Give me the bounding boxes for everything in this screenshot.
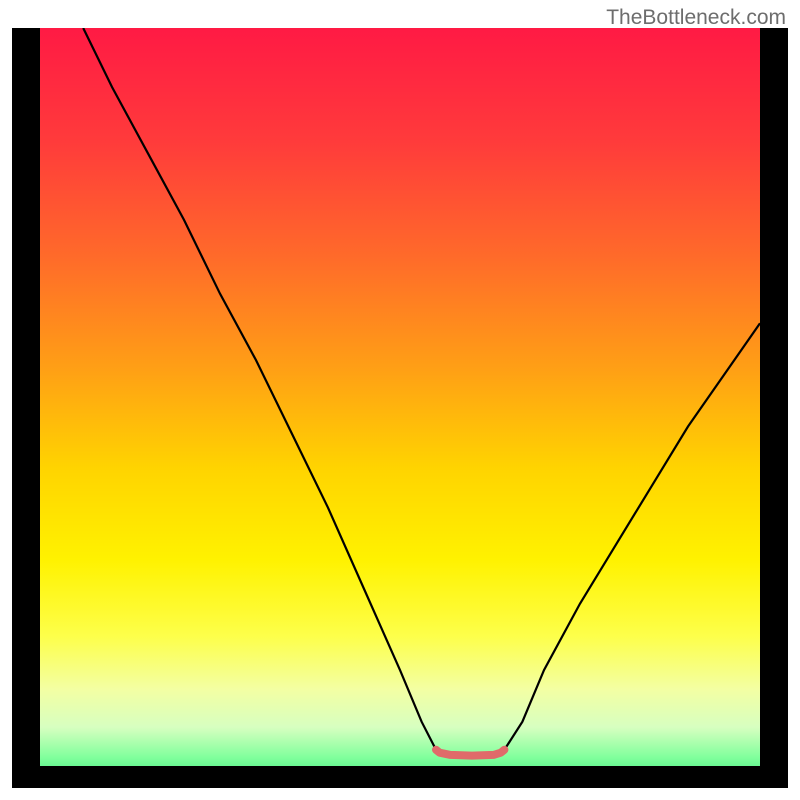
left-black-band — [12, 28, 40, 788]
optimal-range-marker — [436, 750, 504, 756]
watermark-text: TheBottleneck.com — [606, 6, 786, 30]
curve-layer — [12, 28, 788, 788]
plot-area — [12, 28, 788, 788]
bottom-black-band — [12, 766, 788, 788]
bottleneck-curve — [83, 28, 760, 756]
bottleneck-chart: TheBottleneck.com — [0, 0, 800, 800]
right-black-band — [760, 28, 788, 788]
